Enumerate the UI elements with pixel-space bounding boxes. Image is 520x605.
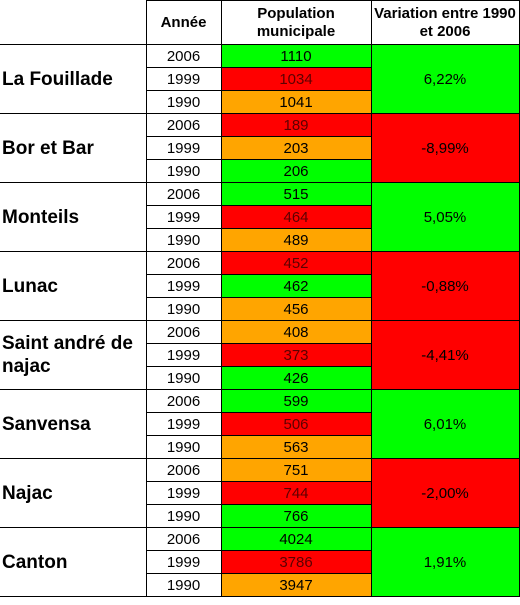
table-row: 1990 3947	[0, 573, 519, 597]
population-cell: 408	[220, 320, 372, 344]
table-row: 1999 3786	[0, 550, 519, 574]
year-cell: 1990	[145, 297, 222, 321]
population-cell: 1110	[220, 44, 372, 68]
year-cell: 2006	[145, 251, 222, 275]
population-cell: 1034	[220, 67, 372, 91]
population-cell: 766	[220, 504, 372, 528]
year-cell: 1999	[145, 550, 222, 574]
commune-name: Lunac	[0, 251, 147, 321]
table-row: 1990 489	[0, 228, 519, 252]
table-row: 1990 766	[0, 504, 519, 528]
year-cell: 1990	[145, 159, 222, 183]
year-cell: 2006	[145, 527, 222, 551]
population-cell: 452	[220, 251, 372, 275]
year-cell: 1990	[145, 573, 222, 597]
table-row: 1990 1041	[0, 90, 519, 114]
variation-cell: 5,05%	[370, 182, 520, 252]
header-annee: Année	[145, 0, 222, 45]
commune-name: Bor et Bar	[0, 113, 147, 183]
year-cell: 2006	[145, 320, 222, 344]
population-cell: 506	[220, 412, 372, 436]
population-cell: 3947	[220, 573, 372, 597]
table-row: Najac 2006 751 -2,00%	[0, 458, 520, 528]
table-row: Monteils 2006 515 5,05%	[0, 182, 520, 252]
commune-name: Canton	[0, 527, 147, 597]
year-cell: 2006	[145, 44, 222, 68]
population-cell: 744	[220, 481, 372, 505]
header-variation: Variation entre 1990 et 2006	[370, 0, 520, 45]
population-cell: 206	[220, 159, 372, 183]
table-row: 1999 464	[0, 205, 519, 229]
population-cell: 203	[220, 136, 372, 160]
table-body: La Fouillade 2006 1110 6,22% 1999 1034 1990 104…	[0, 44, 520, 597]
year-cell: 1999	[145, 67, 222, 91]
year-cell: 1990	[145, 366, 222, 390]
year-cell: 1999	[145, 343, 222, 367]
variation-cell: 6,01%	[370, 389, 520, 459]
table-row: Sanvensa 2006 599 6,01%	[0, 389, 520, 459]
commune-name: Saint andré de najac	[0, 320, 147, 390]
population-cell: 373	[220, 343, 372, 367]
table-row: La Fouillade 2006 1110 6,22%	[0, 44, 520, 114]
year-cell: 1999	[145, 481, 222, 505]
header-blank	[0, 0, 147, 45]
year-cell: 1990	[145, 90, 222, 114]
year-cell: 1999	[145, 136, 222, 160]
commune-name: La Fouillade	[0, 44, 147, 114]
year-cell: 1999	[145, 205, 222, 229]
header-population: Population municipale	[220, 0, 372, 45]
table-row: 1990 206	[0, 159, 519, 183]
year-cell: 1990	[145, 504, 222, 528]
variation-cell: 1,91%	[370, 527, 520, 597]
table-row: 1990 563	[0, 435, 519, 459]
year-cell: 2006	[145, 182, 222, 206]
variation-cell: -2,00%	[370, 458, 520, 528]
year-cell: 1999	[145, 412, 222, 436]
table-row: Canton 2006 4024 1,91%	[0, 527, 520, 597]
population-cell: 462	[220, 274, 372, 298]
year-cell: 2006	[145, 458, 222, 482]
commune-name: Najac	[0, 458, 147, 528]
table-row: 1999 506	[0, 412, 519, 436]
year-cell: 1990	[145, 435, 222, 459]
population-cell: 751	[220, 458, 372, 482]
table-row: Saint andré de najac 2006 408 -4,41%	[0, 320, 520, 390]
variation-cell: 6,22%	[370, 44, 520, 114]
table-row: Lunac 2006 452 -0,88%	[0, 251, 520, 321]
year-cell: 1990	[145, 228, 222, 252]
variation-cell: -8,99%	[370, 113, 520, 183]
population-cell: 464	[220, 205, 372, 229]
year-cell: 2006	[145, 113, 222, 137]
table-row: Bor et Bar 2006 189 -8,99%	[0, 113, 520, 183]
year-cell: 1999	[145, 274, 222, 298]
population-cell: 599	[220, 389, 372, 413]
header-row: Année Population municipale Variation en…	[0, 0, 520, 45]
commune-name: Monteils	[0, 182, 147, 252]
population-cell: 426	[220, 366, 372, 390]
population-cell: 189	[220, 113, 372, 137]
population-cell: 456	[220, 297, 372, 321]
table-row: 1999 373	[0, 343, 519, 367]
table-row: 1990 426	[0, 366, 519, 390]
population-cell: 563	[220, 435, 372, 459]
population-cell: 4024	[220, 527, 372, 551]
variation-cell: -0,88%	[370, 251, 520, 321]
year-cell: 2006	[145, 389, 222, 413]
commune-name: Sanvensa	[0, 389, 147, 459]
table-row: 1999 744	[0, 481, 519, 505]
population-cell: 3786	[220, 550, 372, 574]
population-cell: 515	[220, 182, 372, 206]
population-cell: 489	[220, 228, 372, 252]
population-cell: 1041	[220, 90, 372, 114]
table-row: 1990 456	[0, 297, 519, 321]
variation-cell: -4,41%	[370, 320, 520, 390]
table-row: 1999 462	[0, 274, 519, 298]
